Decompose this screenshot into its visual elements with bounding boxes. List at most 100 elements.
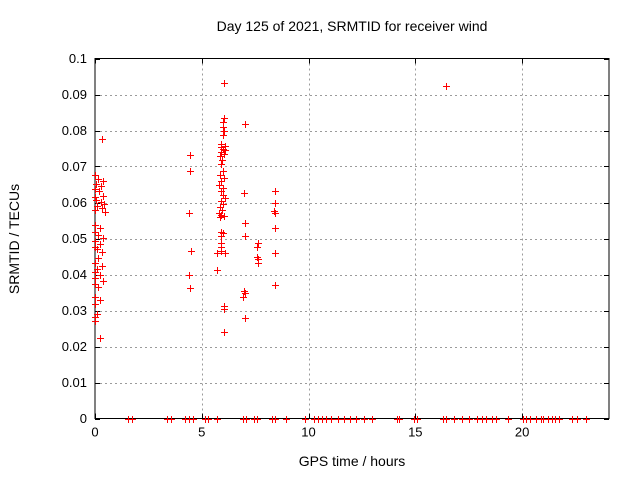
- data-point: [414, 416, 421, 423]
- y-axis-label: SRMTID / TECUs: [6, 183, 22, 295]
- data-point: [272, 210, 279, 217]
- data-point: [93, 181, 100, 188]
- data-point: [451, 416, 458, 423]
- data-point: [92, 229, 99, 236]
- data-point: [221, 151, 228, 158]
- data-point: [220, 201, 227, 208]
- data-point: [353, 416, 360, 423]
- chart-title: Day 125 of 2021, SRMTID for receiver win…: [216, 18, 488, 34]
- data-point: [92, 222, 99, 229]
- data-point: [221, 128, 228, 135]
- data-point: [205, 416, 212, 423]
- y-tick-label: 0.06: [62, 195, 87, 210]
- x-tick-label: 0: [91, 425, 98, 440]
- data-point: [95, 284, 102, 291]
- data-point: [493, 416, 500, 423]
- data-point: [220, 132, 227, 139]
- data-point: [556, 416, 563, 423]
- data-point: [97, 297, 104, 304]
- y-tick-label: 0.03: [62, 303, 87, 318]
- x-tick-label: 10: [301, 425, 315, 440]
- data-point: [92, 281, 99, 288]
- data-point: [92, 260, 99, 267]
- data-point: [187, 152, 194, 159]
- data-point: [272, 250, 279, 257]
- data-point: [221, 213, 228, 220]
- data-point: [92, 207, 99, 214]
- data-point: [94, 246, 101, 253]
- y-tick-label: 0.1: [69, 51, 87, 66]
- y-tick-label: 0: [80, 411, 87, 426]
- data-point: [92, 172, 99, 179]
- data-point: [221, 329, 228, 336]
- data-point: [214, 267, 221, 274]
- data-point: [100, 235, 107, 242]
- data-point: [583, 416, 590, 423]
- data-point: [221, 175, 228, 182]
- data-point: [221, 306, 228, 313]
- data-point: [219, 157, 226, 164]
- data-point: [168, 416, 175, 423]
- data-point: [220, 124, 227, 131]
- data-point: [93, 197, 100, 204]
- data-point: [92, 186, 99, 193]
- data-point: [92, 318, 99, 325]
- data-point: [466, 416, 473, 423]
- data-point: [92, 238, 99, 245]
- data-point: [219, 207, 226, 214]
- data-point: [98, 183, 105, 190]
- data-point: [527, 416, 534, 423]
- data-point: [221, 115, 228, 122]
- x-axis-label: GPS time / hours: [298, 453, 406, 469]
- data-point: [99, 249, 106, 256]
- data-point: [97, 335, 104, 342]
- data-point: [214, 250, 221, 257]
- data-point: [328, 416, 335, 423]
- data-point: [99, 263, 106, 270]
- data-point: [187, 168, 194, 175]
- data-point: [272, 200, 279, 207]
- data-point: [505, 416, 512, 423]
- data-point: [100, 178, 107, 185]
- data-point: [242, 233, 249, 240]
- data-point: [255, 240, 262, 247]
- y-tick-label: 0.04: [62, 267, 87, 282]
- data-point: [222, 147, 229, 154]
- data-point: [242, 121, 249, 128]
- data-point: [341, 416, 348, 423]
- data-point: [242, 315, 249, 322]
- data-point: [217, 172, 224, 179]
- data-point: [102, 209, 109, 216]
- y-tick-label: 0.02: [62, 339, 87, 354]
- x-tick-label: 5: [198, 425, 205, 440]
- data-point: [272, 282, 279, 289]
- data-point: [443, 416, 450, 423]
- data-point: [92, 194, 99, 201]
- data-point: [272, 188, 279, 195]
- data-point: [97, 241, 104, 248]
- data-point: [100, 278, 107, 285]
- data-point: [241, 190, 248, 197]
- data-point: [272, 225, 279, 232]
- data-point: [92, 275, 99, 282]
- data-point: [459, 416, 466, 423]
- data-point: [218, 161, 225, 168]
- data-point: [218, 178, 225, 185]
- y-tick-label: 0.07: [62, 159, 87, 174]
- data-point: [222, 195, 229, 202]
- data-point: [218, 248, 225, 255]
- data-point: [95, 232, 102, 239]
- data-point: [218, 233, 225, 240]
- data-point: [188, 248, 195, 255]
- data-point: [92, 269, 99, 276]
- data-point: [96, 188, 103, 195]
- data-point: [302, 416, 309, 423]
- plot-border: [94, 58, 610, 419]
- data-point: [347, 416, 354, 423]
- data-point: [97, 272, 104, 279]
- data-point: [97, 225, 104, 232]
- data-point: [101, 201, 108, 208]
- data-point: [369, 416, 376, 423]
- y-tick-label: 0.01: [62, 375, 87, 390]
